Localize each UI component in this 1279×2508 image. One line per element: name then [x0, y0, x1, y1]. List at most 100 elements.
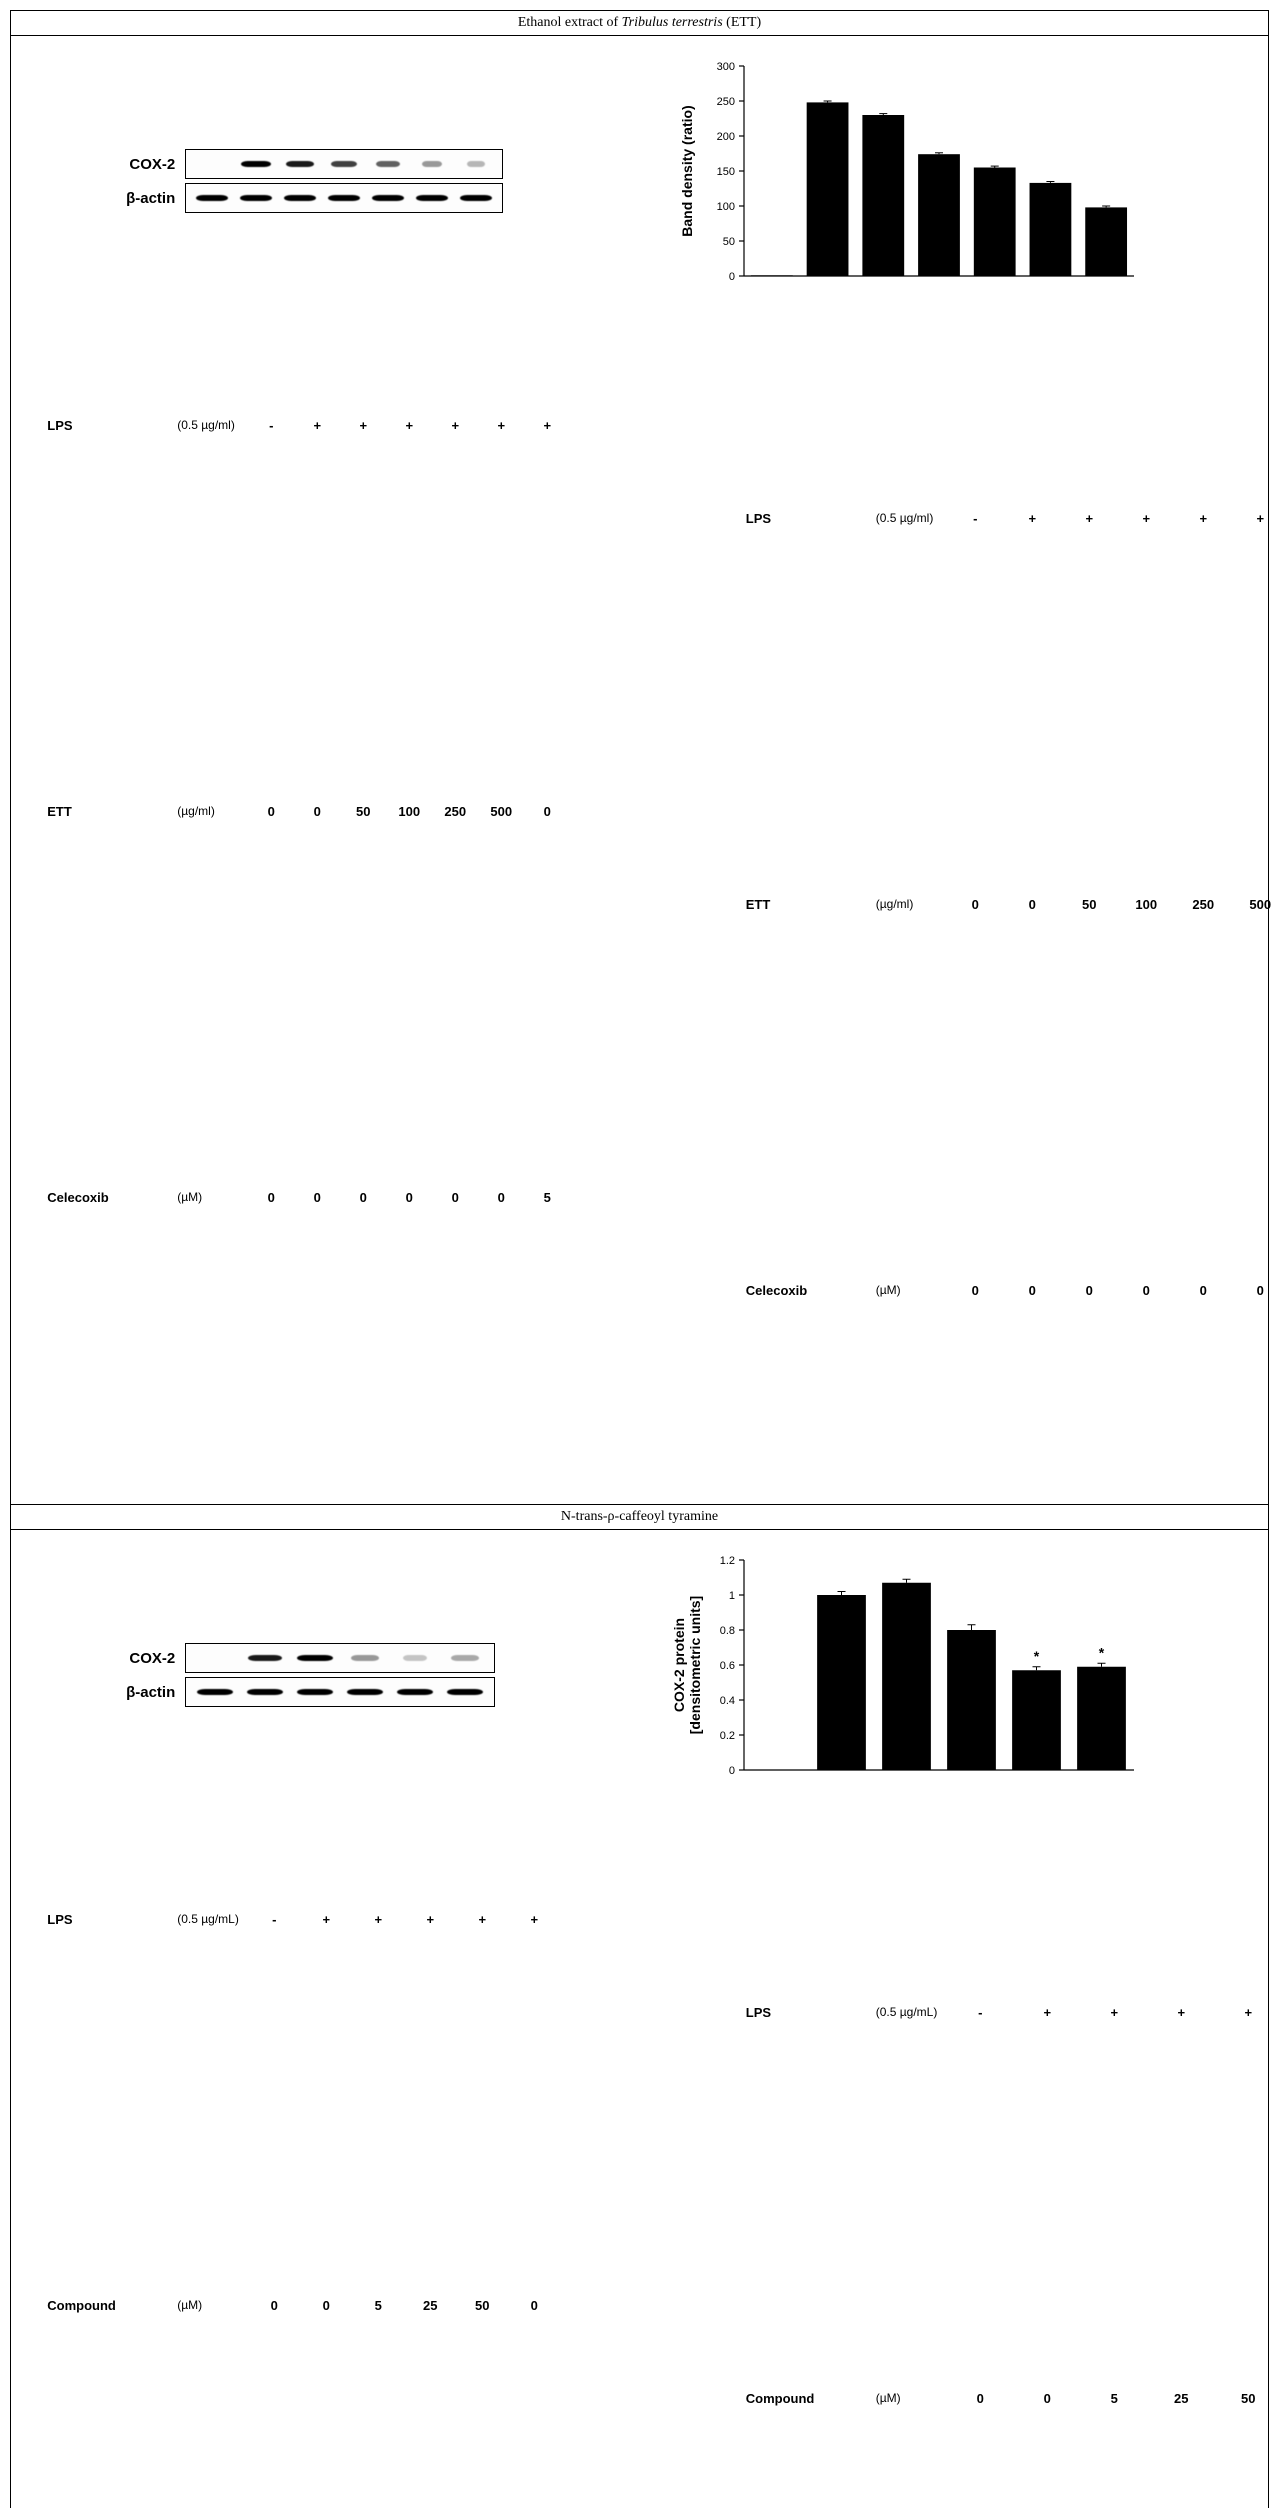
cond-unit: (0.5 µg/ml)	[876, 326, 946, 710]
y-tick-label: 100	[716, 201, 734, 213]
figure-table: Ethanol extract of Tribulus terrestris (…	[10, 10, 1269, 2508]
chart-block: 00.20.40.60.811.2**COX-2 protein[densito…	[674, 1550, 1234, 2508]
y-tick-label: 250	[716, 96, 734, 108]
bar	[974, 168, 1016, 277]
cond-value: 0	[353, 2499, 403, 2508]
cond-value: 0	[948, 2206, 1013, 2508]
cond-value: 100	[387, 619, 431, 1003]
blot-band	[422, 161, 442, 167]
cond-value: 0	[1233, 1098, 1279, 1482]
cond-label: Compound	[746, 2206, 874, 2508]
bar	[1029, 183, 1071, 276]
cond-value: 0	[1119, 1098, 1174, 1482]
cond-value: 0	[1005, 1098, 1060, 1482]
cond-value: -	[249, 1727, 299, 2111]
conditions-table: LPS(0.5 µg/mL)-+++++Compound(µM)00525500…	[744, 1818, 1279, 2508]
cond-value: 250	[1176, 712, 1231, 1096]
cond-value: -	[948, 1820, 1013, 2204]
panel-cell: COX-2β-actinLPS(0.5 µg/ml)-++++++ETT(µg/…	[11, 36, 1269, 1505]
blot-band	[347, 1689, 383, 1695]
blot-band	[241, 161, 271, 167]
cond-unit: (0.5 µg/mL)	[177, 1727, 247, 2111]
cond-value: +	[387, 233, 431, 617]
bar	[1012, 1670, 1061, 1770]
cond-value: 0	[948, 712, 1003, 1096]
blot-band	[460, 195, 492, 201]
cond-value: 0	[1062, 1098, 1117, 1482]
cond-value: +	[1062, 326, 1117, 710]
blot-band	[284, 195, 316, 201]
blot-band	[416, 195, 448, 201]
y-axis-label: Band density (ratio)	[679, 105, 695, 236]
cond-value: 0	[433, 1005, 477, 1389]
cond-unit: (µM)	[876, 2206, 946, 2508]
cond-value: 0	[249, 619, 293, 1003]
blot-row-label: COX-2	[45, 1650, 185, 1667]
cond-value: +	[1015, 1820, 1080, 2204]
cond-value: 500	[1233, 712, 1279, 1096]
cond-value: 50	[1062, 712, 1117, 1096]
western-blot-block: COX-2β-actinLPS(0.5 µg/ml)-++++++ETT(µg/…	[45, 149, 605, 1391]
cond-value: 0	[341, 1005, 385, 1389]
cond-value: +	[1082, 1820, 1147, 2204]
cond-value: +	[405, 1727, 455, 2111]
blot-band	[467, 161, 485, 167]
cond-value: 5	[1082, 2206, 1147, 2508]
cond-value: 25	[1149, 2206, 1214, 2508]
cond-value: +	[301, 1727, 351, 2111]
cond-unit: (µM)	[177, 2499, 247, 2508]
cond-value: +	[341, 233, 385, 617]
cond-unit: (µM)	[177, 2113, 247, 2497]
blot-row-label: β-actin	[45, 1684, 185, 1701]
y-tick-label: 0	[729, 1765, 735, 1777]
cond-value: 5	[353, 2113, 403, 2497]
y-tick-label: 1	[729, 1590, 735, 1602]
cond-label: LPS	[47, 233, 175, 617]
cond-value: 0	[405, 2499, 455, 2508]
y-axis-label: COX-2 protein	[674, 1618, 687, 1712]
y-tick-label: 0.4	[719, 1695, 734, 1707]
cond-value: 0	[295, 619, 339, 1003]
cond-label: Celecoxib	[47, 2499, 175, 2508]
sig-marker: *	[1099, 1644, 1105, 1660]
cond-value: +	[1005, 326, 1060, 710]
cond-unit: (µM)	[876, 1098, 946, 1482]
cond-value: +	[295, 233, 339, 617]
cond-value: 250	[433, 619, 477, 1003]
panel-header: N-trans-ρ-caffeoyl tyramine	[11, 1505, 1269, 1530]
cond-unit: (µM)	[177, 1005, 247, 1389]
cond-value: 0	[525, 619, 569, 1003]
cond-value: +	[353, 1727, 403, 2111]
cond-value: 0	[249, 1005, 293, 1389]
bar	[918, 154, 960, 276]
blot-band	[248, 1655, 282, 1661]
blot-box	[185, 183, 503, 213]
blot-band	[331, 161, 357, 167]
cond-value: 5	[525, 1005, 569, 1389]
cond-value: -	[948, 326, 1003, 710]
cond-value: 0	[301, 2113, 351, 2497]
y-tick-label: 200	[716, 131, 734, 143]
cond-label: LPS	[746, 1820, 874, 2204]
cond-value: 0	[249, 2113, 299, 2497]
y-tick-label: 1.2	[719, 1555, 734, 1567]
cond-value: 0	[1015, 2206, 1080, 2508]
cond-value: 25	[405, 2113, 455, 2497]
bar	[947, 1630, 996, 1770]
bar	[882, 1583, 931, 1770]
y-tick-label: 0.8	[719, 1625, 734, 1637]
cond-value: +	[1149, 1820, 1214, 2204]
cond-value: 50	[341, 619, 385, 1003]
cond-value: +	[1233, 326, 1279, 710]
y-axis-label: [densitometric units]	[687, 1596, 703, 1734]
western-blot-block: COX-2β-actinLPS(0.5 µg/mL)-+++++Compound…	[45, 1643, 605, 2508]
sig-marker: *	[1034, 1648, 1040, 1664]
cond-label: ETT	[47, 619, 175, 1003]
blot-band	[196, 195, 228, 201]
cond-value: +	[1119, 326, 1174, 710]
cond-value: 5	[509, 2499, 559, 2508]
blot-band	[197, 1689, 233, 1695]
cond-label: Celecoxib	[746, 1098, 874, 1482]
cond-unit: (0.5 µg/ml)	[177, 233, 247, 617]
cond-value: 0	[249, 2499, 299, 2508]
